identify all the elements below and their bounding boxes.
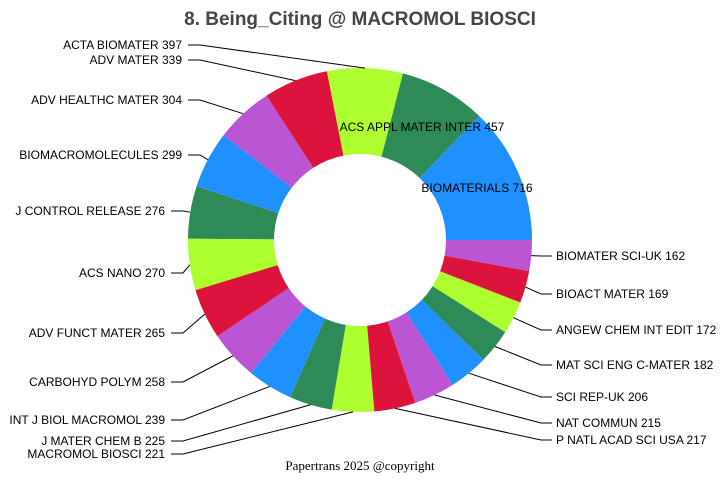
slice-label: BIOMACROMOLECULES 299 — [19, 148, 182, 162]
slice-p-natl-acad-sci-usa[interactable] — [367, 321, 416, 412]
slice-j-control-release[interactable] — [188, 186, 279, 240]
slice-mat-sci-eng-c-mater[interactable] — [421, 286, 506, 360]
leader-line — [434, 394, 552, 424]
slice-label: ADV MATER 339 — [90, 53, 183, 67]
leader-line — [171, 404, 311, 442]
slice-acta-biomater[interactable] — [326, 68, 403, 157]
slice-adv-funct-mater[interactable] — [195, 265, 289, 337]
leader-line — [513, 317, 552, 331]
leader-line — [468, 372, 552, 398]
slice-label: SCI REP-UK 206 — [556, 390, 648, 404]
slice-label: P NATL ACAD SCI USA 217 — [556, 433, 707, 447]
slice-label: BIOMATERIALS 716 — [421, 181, 532, 195]
leader-line — [188, 44, 366, 69]
leader-line — [394, 407, 552, 441]
slice-nat-commun[interactable] — [387, 312, 453, 403]
slice-carbohyd-polym[interactable] — [217, 288, 306, 374]
slice-label: J MATER CHEM B 225 — [41, 434, 165, 448]
leader-line — [171, 411, 354, 455]
slice-label: ACTA BIOMATER 397 — [63, 38, 182, 52]
slice-adv-healthc-mater[interactable] — [223, 95, 314, 188]
chart-title: 8. Being_Citing @ MACROMOL BIOSCI — [184, 9, 536, 30]
leader-line — [188, 154, 209, 161]
slice-label: ACS APPL MATER INTER 457 — [340, 120, 505, 134]
slice-bioact-mater[interactable] — [440, 255, 530, 303]
slice-label: J CONTROL RELEASE 276 — [15, 204, 165, 218]
slice-label: ACS NANO 270 — [79, 266, 165, 280]
slice-angew-chem-int-edit[interactable] — [432, 271, 521, 333]
leader-line — [525, 286, 552, 295]
slice-int-j-biol-macromol[interactable] — [250, 306, 326, 398]
slice-label: MACROMOL BIOSCI 221 — [27, 447, 165, 461]
leader-line — [171, 210, 191, 213]
slice-biomaterials[interactable] — [419, 116, 532, 240]
slice-acs-nano[interactable] — [188, 238, 278, 291]
footer-copyright: Papertrans 2025 @copyright — [285, 458, 435, 473]
leader-line — [494, 346, 552, 366]
leader-line — [171, 264, 191, 274]
leader-line — [188, 59, 296, 82]
leader-line — [171, 313, 206, 334]
slice-label: INT J BIOL MACROMOL 239 — [9, 413, 165, 427]
slice-label: CARBOHYD POLYM 258 — [29, 375, 165, 389]
leader-line — [171, 355, 234, 383]
slice-label: BIOACT MATER 169 — [556, 287, 669, 301]
slice-label: ANGEW CHEM INT EDIT 172 — [556, 323, 717, 337]
slice-sci-rep-uk[interactable] — [406, 299, 484, 385]
slice-j-mater-chem-b[interactable] — [290, 318, 346, 410]
slice-label: BIOMATER SCI-UK 162 — [556, 249, 685, 263]
slice-label: NAT COMMUN 215 — [556, 416, 661, 430]
leader-line — [171, 385, 270, 421]
slice-macromol-biosci[interactable] — [331, 324, 375, 412]
slice-adv-mater[interactable] — [266, 71, 344, 168]
slice-label: ADV FUNCT MATER 265 — [29, 326, 166, 340]
slice-biomater-sci-uk[interactable] — [444, 240, 532, 272]
leader-line — [188, 99, 244, 115]
slice-biomacromolecules[interactable] — [196, 135, 292, 214]
slice-label: ADV HEALTHC MATER 304 — [31, 93, 182, 107]
slice-acs-appl-mater-inter[interactable] — [381, 73, 480, 179]
slice-label: MAT SCI ENG C-MATER 182 — [556, 358, 714, 372]
